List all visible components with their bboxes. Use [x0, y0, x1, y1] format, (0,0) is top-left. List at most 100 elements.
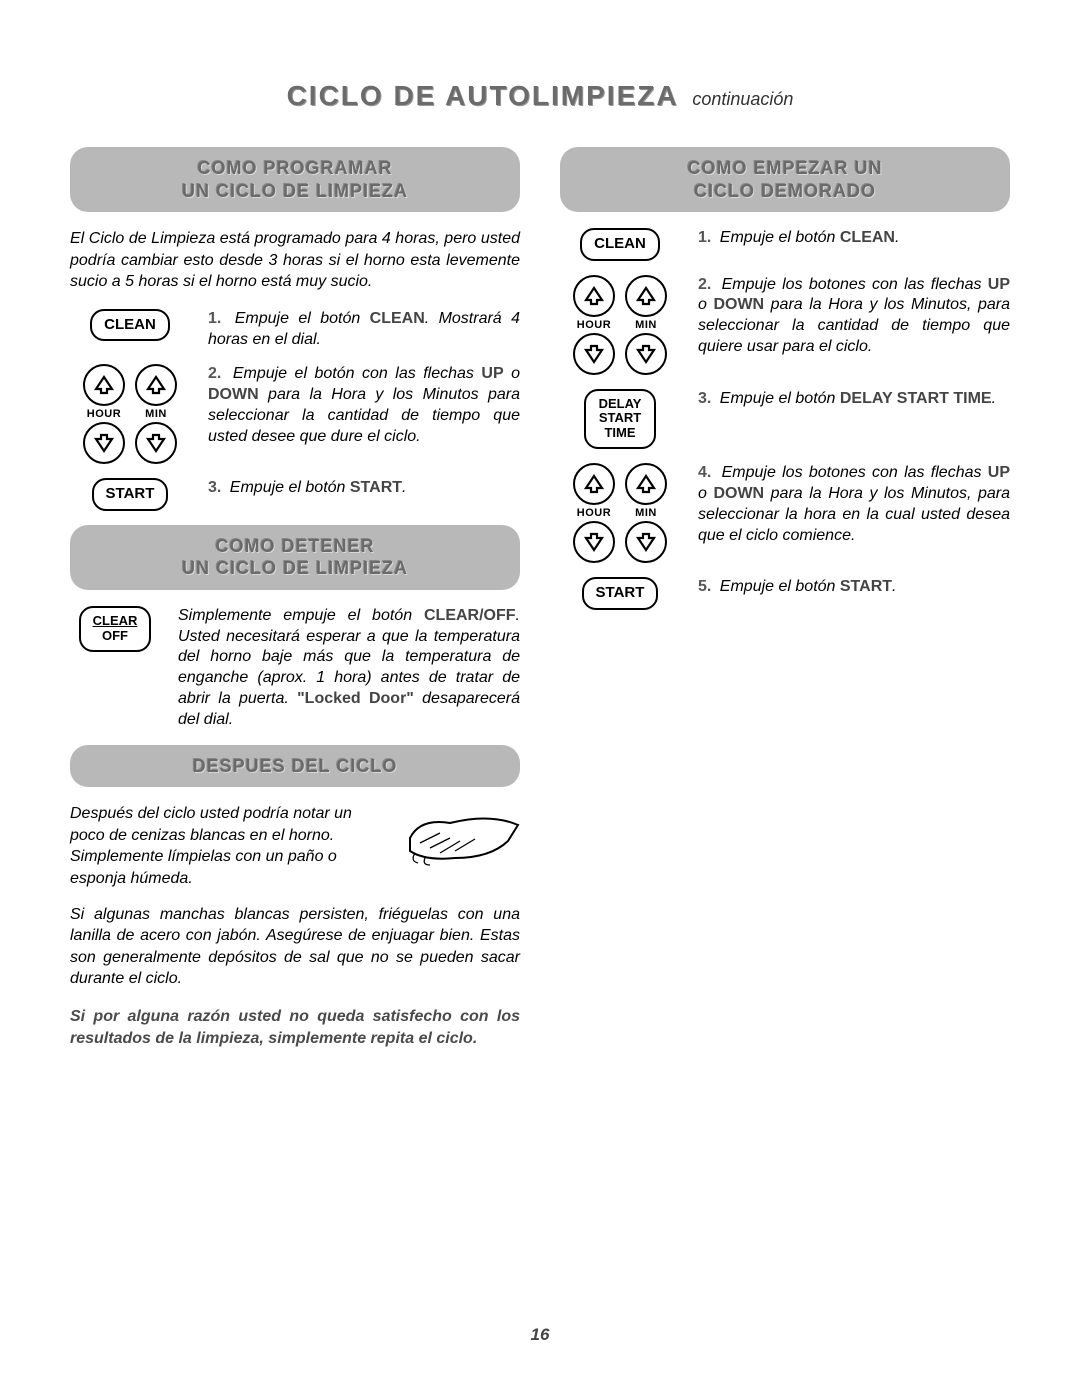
step-number-icon: 2. — [698, 276, 711, 293]
clear-label: CLEAR — [93, 613, 138, 628]
arrow-pair: HOUR MIN — [573, 463, 667, 563]
page-title: CICLO DE AUTOLIMPIEZA continuación — [70, 80, 1010, 112]
hour-up-button[interactable] — [573, 275, 615, 317]
clear-off-icon-area: CLEAR OFF — [70, 606, 160, 652]
min-down-button[interactable] — [625, 521, 667, 563]
header-line1: COMO EMPEZAR UN — [574, 157, 996, 180]
hour-column: HOUR — [83, 364, 125, 464]
bold: START — [840, 578, 892, 595]
start-button[interactable]: START — [92, 478, 169, 511]
bold: DOWN — [713, 485, 764, 502]
step-number-icon: 3. — [208, 479, 221, 496]
arrow-up-icon — [583, 285, 605, 307]
right-step3: DELAY START TIME 3. Empuje el botón DELA… — [560, 389, 1010, 450]
right-step4: HOUR MIN — [560, 463, 1010, 563]
sponge-icon — [400, 803, 520, 873]
intro-text: El Ciclo de Limpieza está programado par… — [70, 228, 520, 293]
hour-up-button[interactable] — [83, 364, 125, 406]
bold: DOWN — [713, 296, 764, 313]
step-number-icon: 1. — [698, 229, 711, 246]
text: Empuje el botón — [720, 390, 840, 407]
arrow-down-icon — [583, 531, 605, 553]
header-line2: UN CICLO DE LIMPIEZA — [84, 557, 506, 580]
header-demorado: COMO EMPEZAR UN CICLO DEMORADO — [560, 147, 1010, 212]
hour-down-button[interactable] — [573, 333, 615, 375]
text: . — [895, 229, 899, 246]
bold: CLEAN — [840, 229, 895, 246]
arrow-down-icon — [635, 343, 657, 365]
r-step3-icon: DELAY START TIME — [560, 389, 680, 450]
hour-down-button[interactable] — [573, 521, 615, 563]
min-column: MIN — [625, 275, 667, 375]
text: Empuje el botón — [230, 479, 350, 496]
left-column: COMO PROGRAMAR UN CICLO DE LIMPIEZA El C… — [70, 147, 520, 1049]
bold: UP — [481, 365, 503, 382]
min-up-button[interactable] — [135, 364, 177, 406]
step-number-icon: 5. — [698, 578, 711, 595]
text: . — [402, 479, 406, 496]
min-down-button[interactable] — [625, 333, 667, 375]
l1: DELAY — [599, 396, 642, 411]
min-up-button[interactable] — [625, 275, 667, 317]
hour-up-button[interactable] — [573, 463, 615, 505]
delay-start-time-button[interactable]: DELAY START TIME — [584, 389, 656, 450]
arrow-down-icon — [583, 343, 605, 365]
left-step2: HOUR MIN — [70, 364, 520, 464]
r-step5-text: 5. Empuje el botón START. — [698, 577, 1010, 598]
aftercycle-text1: Después del ciclo usted podría notar un … — [70, 803, 380, 889]
text: o — [504, 365, 520, 382]
two-column-layout: COMO PROGRAMAR UN CICLO DE LIMPIEZA El C… — [70, 147, 1010, 1049]
right-step5: START 5. Empuje el botón START. — [560, 577, 1010, 610]
step2-icon-area: HOUR MIN — [70, 364, 190, 464]
clear-off-step: CLEAR OFF Simplemente empuje el botón CL… — [70, 606, 520, 731]
arrow-up-pair: HOUR MIN — [83, 364, 177, 464]
step3-icon-area: START — [70, 478, 190, 511]
right-column: COMO EMPEZAR UN CICLO DEMORADO CLEAN 1. … — [560, 147, 1010, 1049]
r-step1-text: 1. Empuje el botón CLEAN. — [698, 228, 1010, 249]
text: Empuje el botón — [720, 578, 840, 595]
step1-icon-area: CLEAN — [70, 309, 190, 342]
clean-button[interactable]: CLEAN — [580, 228, 660, 261]
bold: DOWN — [208, 386, 259, 403]
hour-down-button[interactable] — [83, 422, 125, 464]
l2: START — [599, 410, 641, 425]
left-step1: CLEAN 1. Empuje el botón CLEAN. Mostrará… — [70, 309, 520, 351]
hour-column: HOUR — [573, 463, 615, 563]
bold: "Locked Door" — [297, 690, 414, 707]
arrow-up-icon — [583, 473, 605, 495]
header-detener: COMO DETENER UN CICLO DE LIMPIEZA — [70, 525, 520, 590]
l3: TIME — [604, 425, 635, 440]
min-up-button[interactable] — [625, 463, 667, 505]
bold: CLEAN — [370, 310, 425, 327]
start-button[interactable]: START — [582, 577, 659, 610]
aftercycle-bold: Si por alguna razón usted no queda satis… — [70, 1006, 520, 1049]
text: Empuje los botones con las flechas — [722, 464, 988, 481]
header-line2: UN CICLO DE LIMPIEZA — [84, 180, 506, 203]
min-label: MIN — [145, 408, 167, 420]
clear-off-button[interactable]: CLEAR OFF — [79, 606, 151, 652]
step-number-icon: 1. — [208, 310, 221, 327]
hour-label: HOUR — [577, 507, 611, 519]
text: Empuje el botón — [720, 229, 840, 246]
step-number-icon: 4. — [698, 464, 711, 481]
bold: CLEAR/OFF — [424, 607, 516, 624]
right-step2: HOUR MIN — [560, 275, 1010, 375]
step-number-icon: 2. — [208, 365, 221, 382]
page-number: 16 — [0, 1325, 1080, 1345]
off-label: OFF — [102, 628, 128, 643]
arrow-down-icon — [145, 432, 167, 454]
text: Empuje el botón — [235, 310, 370, 327]
hour-label: HOUR — [577, 319, 611, 331]
min-label: MIN — [635, 507, 657, 519]
left-step3: START 3. Empuje el botón START. — [70, 478, 520, 511]
arrow-up-icon — [635, 285, 657, 307]
min-down-button[interactable] — [135, 422, 177, 464]
bold: DELAY START TIME — [840, 390, 992, 407]
right-step1: CLEAN 1. Empuje el botón CLEAN. — [560, 228, 1010, 261]
r-step3-text: 3. Empuje el botón DELAY START TIME. — [698, 389, 1010, 410]
arrow-up-icon — [145, 374, 167, 396]
arrow-down-icon — [635, 531, 657, 553]
hour-label: HOUR — [87, 408, 121, 420]
text: Simplemente empuje el botón — [178, 607, 424, 624]
clean-button[interactable]: CLEAN — [90, 309, 170, 342]
